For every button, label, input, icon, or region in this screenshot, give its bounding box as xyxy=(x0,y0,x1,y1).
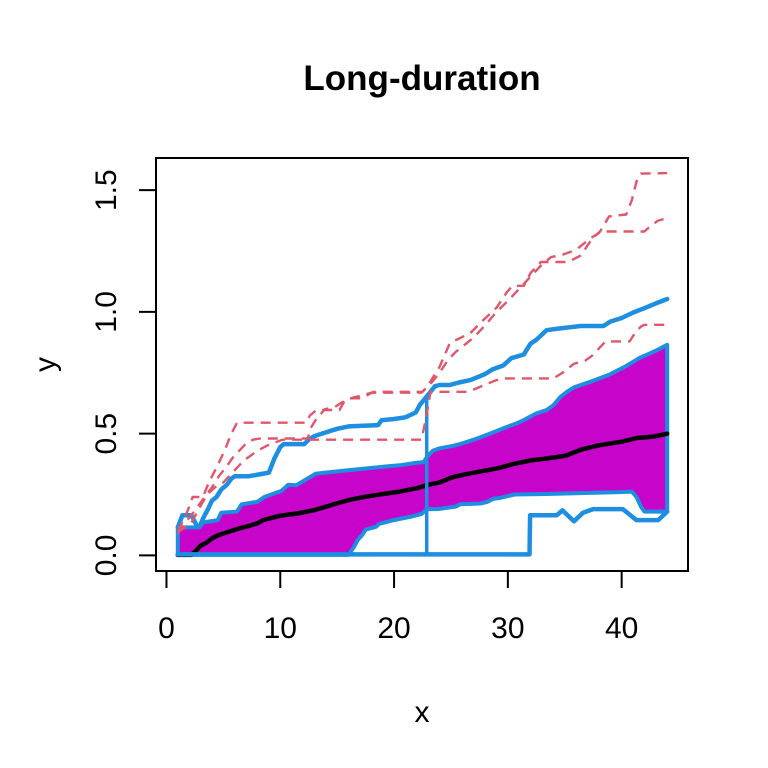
y-tick-label: 1.0 xyxy=(90,291,123,333)
x-axis-label: x xyxy=(415,696,430,729)
x-tick-label: 0 xyxy=(158,612,175,645)
y-tick-label: 1.5 xyxy=(90,169,123,211)
central-band xyxy=(175,342,670,557)
plot-area xyxy=(175,171,670,558)
x-tick-label: 30 xyxy=(491,612,524,645)
y-tick-label: 0.5 xyxy=(90,413,123,455)
plot-frame xyxy=(155,157,689,572)
x-tick-label: 20 xyxy=(377,612,410,645)
x-tick-label: 10 xyxy=(264,612,297,645)
median-curve xyxy=(175,431,670,558)
outlier-curve-3 xyxy=(177,323,668,534)
lower-envelope xyxy=(175,506,670,557)
outlier-curve-2 xyxy=(176,218,668,535)
axes: 0 10 20 30 40 0.0 0.5 1.0 1.5 xyxy=(90,157,689,645)
y-axis-label: y xyxy=(29,357,62,372)
x-tick-label: 40 xyxy=(605,612,638,645)
y-tick-label: 0.0 xyxy=(90,535,123,577)
upper-envelope xyxy=(175,296,670,530)
plot-title: Long-duration xyxy=(303,59,540,98)
